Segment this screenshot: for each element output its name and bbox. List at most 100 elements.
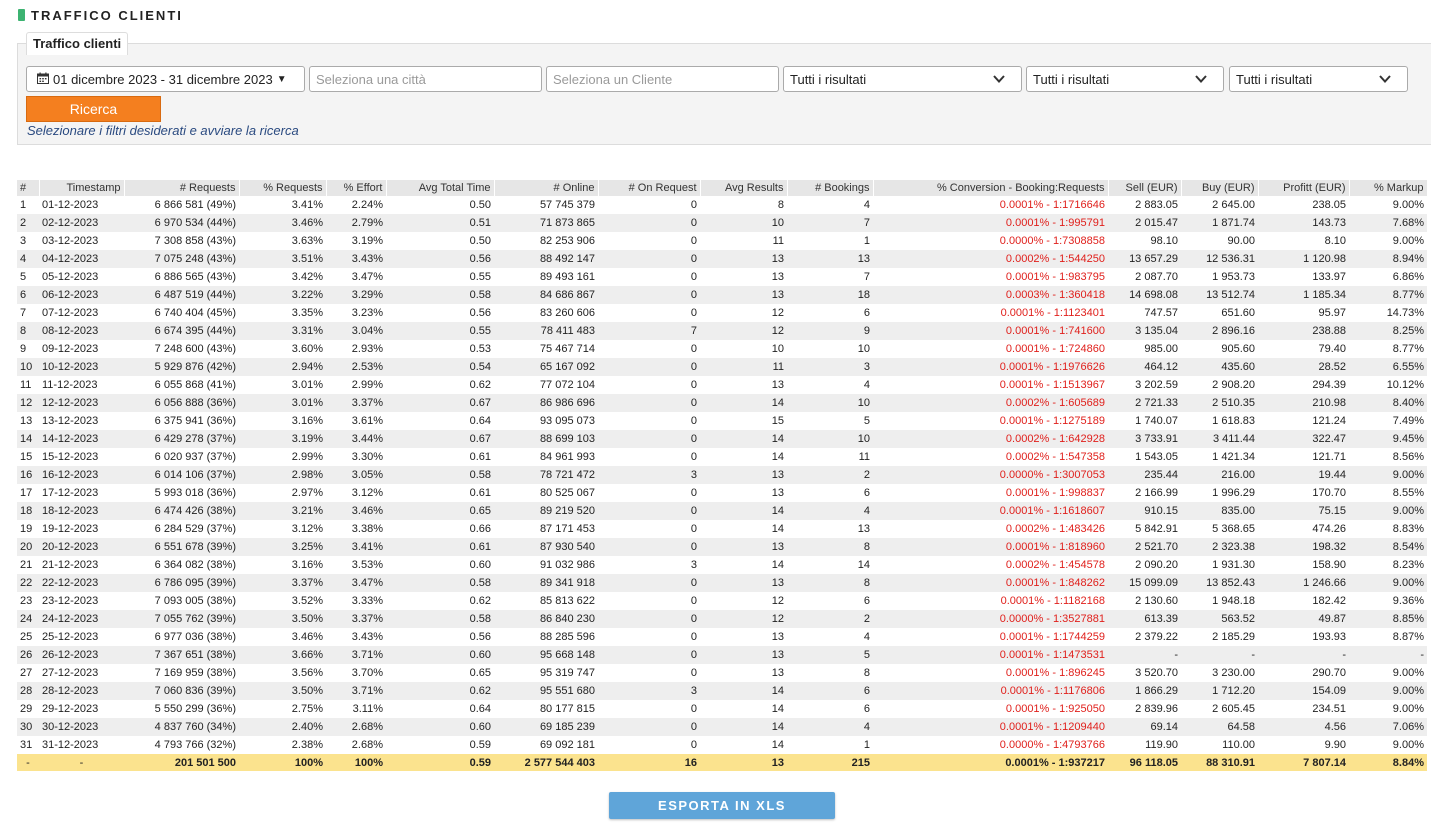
table-cell: 0.0001% - 1:1123401 [1000, 307, 1105, 319]
table-cell: 14.73% [1386, 307, 1424, 319]
table-cell: 6 364 082 (38%) [154, 559, 236, 571]
table-cell: 69.14 [1108, 718, 1181, 736]
table-cell: 13 657.29 [1108, 250, 1181, 268]
table-cell: 2.68% [326, 718, 386, 736]
table-cell: 1 712.20 [1181, 682, 1258, 700]
table-cell: 835.00 [1181, 502, 1258, 520]
table-cell: 3.21% [239, 502, 326, 520]
table-cell: 5 [787, 646, 873, 664]
table-cell: 3.43% [351, 631, 383, 643]
table-cell: 13 [700, 646, 787, 664]
table-cell: 57 745 379 [539, 199, 595, 211]
table-cell: 0.0001% - 1:1473531 [873, 646, 1108, 664]
table-row: 31 31-12-2023 4 793 766 (32%) 2.38% 2.68% 0.5… [17, 736, 1427, 754]
table-cell: 0.53 [469, 343, 491, 355]
table-cell: 1 618.83 [1212, 415, 1255, 427]
table-cell: 80 525 067 [539, 487, 595, 499]
table-body: 1 01-12-2023 6 866 581 (49%) 3.41% 2.24% 0.50… [17, 196, 1427, 771]
column-header: # On Request [598, 180, 701, 196]
table-cell: 0.58 [386, 574, 494, 592]
city-input[interactable] [309, 66, 542, 92]
table-cell: 8.77% [1392, 343, 1424, 355]
table-cell: 14 [700, 394, 787, 412]
export-xls-button[interactable]: ESPORTA IN XLS [609, 792, 835, 819]
chevron-down-icon [991, 75, 1007, 83]
table-cell: 0 [598, 286, 700, 304]
table-cell: 3 520.70 [1135, 667, 1178, 679]
table-cell: 8.25% [1349, 322, 1427, 340]
table-cell: 18 [17, 502, 39, 520]
table-cell: 28.52 [1258, 358, 1349, 376]
table-cell: 6 [787, 682, 873, 700]
table-cell: 0.62 [469, 379, 491, 391]
table-cell: 6.55% [1349, 358, 1427, 376]
table-cell: 05-12-2023 [42, 271, 99, 283]
table-cell: 2.38% [291, 739, 323, 751]
table-cell: 2 [17, 214, 39, 232]
table-cell: 474.26 [1312, 523, 1346, 535]
table-cell: 6 740 404 (45%) [154, 307, 236, 319]
table-row: 6 06-12-2023 6 487 519 (44%) 3.22% 3.29% 0.58… [17, 286, 1427, 304]
table-cell: 6 056 888 (36%) [124, 394, 239, 412]
table-cell: 0.0001% - 1:1182168 [1000, 595, 1105, 607]
table-cell: 3.61% [351, 415, 383, 427]
table-cell: 12 [771, 307, 784, 319]
table-cell: 29 [20, 703, 33, 715]
client-input[interactable] [546, 66, 779, 92]
table-cell: 0 [598, 358, 700, 376]
table-cell: 13 [771, 379, 784, 391]
table-row: 9 09-12-2023 7 248 600 (43%) 3.60% 2.93% 0.53… [17, 340, 1427, 358]
table-cell: 1 931.30 [1212, 559, 1255, 571]
table-cell: 80 177 815 [539, 703, 595, 715]
column-header: % Markup [1349, 180, 1428, 196]
table-cell: 0.0001% - 1:741600 [873, 322, 1108, 340]
results-select-2[interactable]: Tutti i risultati [1026, 66, 1224, 92]
table-cell: 02-12-2023 [39, 214, 124, 232]
search-button[interactable]: Ricerca [26, 96, 161, 122]
results-select-1[interactable]: Tutti i risultati [783, 66, 1022, 92]
table-cell: 3.19% [351, 235, 383, 247]
table-cell: 0.0003% - 1:360418 [873, 286, 1108, 304]
table-cell: 6 [863, 703, 870, 715]
table-cell: 0 [598, 574, 700, 592]
table-cell: 4.56 [1258, 718, 1349, 736]
table-cell: 8.77% [1349, 286, 1427, 304]
table-cell: 24 [17, 610, 39, 628]
table-cell: 3 [690, 559, 697, 571]
table-cell: 9.00% [1349, 682, 1427, 700]
table-cell: 0.0001% - 1:998837 [1005, 487, 1105, 499]
table-cell: 9.00% [1349, 502, 1427, 520]
table-cell: 14 [17, 430, 39, 448]
date-range-picker[interactable]: 01 dicembre 2023 - 31 dicembre 2023 ▼ [26, 66, 305, 92]
table-cell: 04-12-2023 [39, 250, 124, 268]
table-cell: 9 [20, 343, 27, 355]
table-cell: 234.51 [1312, 703, 1346, 715]
table-cell: 2 721.33 [1108, 394, 1181, 412]
table-cell: 6 487 519 (44%) [124, 286, 239, 304]
table-cell: 2 [787, 610, 873, 628]
table-cell: 8.87% [1392, 631, 1424, 643]
table-cell: 0.60 [386, 718, 494, 736]
table-cell: 13 512.74 [1181, 286, 1258, 304]
table-cell: 9.36% [1392, 595, 1424, 607]
table-cell: 12 [700, 610, 787, 628]
table-cell: 3.33% [351, 595, 383, 607]
table-row: 3 03-12-2023 7 308 858 (43%) 3.63% 3.19% 0.50… [17, 232, 1427, 250]
table-cell: 13 [700, 574, 787, 592]
table-row: 7 07-12-2023 6 740 404 (45%) 3.35% 3.23% 0.56… [17, 304, 1427, 322]
table-cell: 0.60 [469, 559, 491, 571]
column-header: # [17, 180, 40, 196]
table-cell: 0.0001% - 1:1176806 [873, 682, 1108, 700]
results-select-3[interactable]: Tutti i risultati [1229, 66, 1408, 92]
table-cell: 1 996.29 [1212, 487, 1255, 499]
table-cell: 3.05% [326, 466, 386, 484]
table-cell: 0.62 [469, 595, 491, 607]
table-cell: 4 793 766 (32%) [154, 739, 236, 751]
table-cell: 7 [20, 307, 27, 319]
table-cell: 2 645.00 [1212, 199, 1255, 211]
table-cell: 3.50% [239, 682, 326, 700]
table-cell: 0.55 [386, 322, 494, 340]
column-header: Buy (EUR) [1181, 180, 1259, 196]
table-cell: 1 246.66 [1258, 574, 1349, 592]
table-cell: 23-12-2023 [42, 595, 99, 607]
